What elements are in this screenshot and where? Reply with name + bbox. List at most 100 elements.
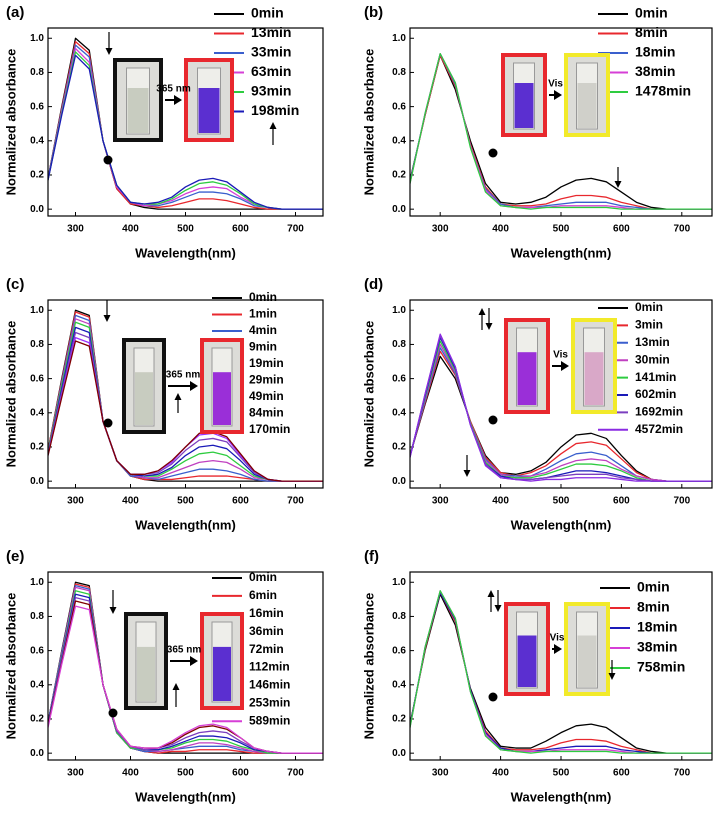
y-axis-label: Normalized absorbance [361,321,376,468]
x-tick-label: 500 [553,224,570,235]
y-tick-label: 0.4 [392,679,406,690]
y-tick-label: 0.6 [30,645,44,656]
legend-label: 4572min [635,422,683,436]
legend-label: 72min [249,642,284,656]
inset-label: 365 nm [156,84,191,95]
y-tick-label: 0.8 [30,611,44,622]
x-tick-label: 600 [613,496,630,507]
legend-label: 49min [249,389,284,403]
x-tick-label: 400 [492,224,509,235]
y-tick-label: 0.8 [30,339,44,350]
legend-label: 0min [249,570,277,584]
plot-frame [409,299,713,489]
legend-label: 63min [251,63,291,79]
y-tick-label: 0.2 [30,714,44,725]
y-tick-label: 0.6 [392,373,406,384]
isosbestic-dot [108,708,118,718]
panel: (c) Normalized absorbance Wavelength(nm) 0.… [3,276,324,532]
inset-label: Vis [553,350,568,361]
legend-label: 170min [249,422,290,436]
legend-label: 141min [635,370,676,384]
isosbestic-dot [488,415,498,425]
legend-label: 13min [251,24,291,40]
y-axis-label: Normalized absorbance [3,49,18,196]
x-tick-label: 400 [122,496,139,507]
cuvette-liquid [517,635,537,687]
inset-label: 365 nm [166,370,201,381]
legend-label: 8min [635,24,668,40]
legend-label: 8min [637,599,670,615]
legend-label: 93min [251,83,291,99]
y-tick-label: 0.6 [30,101,44,112]
series-line [410,333,712,482]
legend-label: 198min [251,102,299,118]
y-tick-label: 0.0 [392,204,406,215]
plot-frame [409,571,713,761]
change-arrow-head [463,470,471,477]
y-tick-label: 0.0 [30,748,44,759]
legend-label: 253min [249,695,290,709]
y-tick-label: 0.2 [30,442,44,453]
inset-arrow-head [561,361,569,371]
panel-label: (e) [6,548,24,565]
y-tick-label: 0.8 [392,339,406,350]
change-arrow-head [269,122,277,129]
inset-arrow-head [190,381,198,391]
x-tick-label: 600 [613,224,630,235]
inset-arrow-head [554,644,562,654]
plot-frame [409,27,713,217]
x-tick-label: 500 [553,768,570,779]
x-tick-label: 500 [177,496,194,507]
y-tick-label: 0.2 [392,442,406,453]
y-tick-label: 0.8 [30,67,44,78]
x-tick-label: 700 [673,224,690,235]
y-tick-label: 1.0 [30,577,44,588]
isosbestic-dot [103,418,113,428]
x-tick-label: 400 [122,768,139,779]
y-tick-label: 0.4 [392,135,406,146]
legend-label: 0min [637,579,670,595]
legend-label: 112min [249,660,290,674]
series-line [410,590,712,754]
legend-label: 602min [635,387,676,401]
legend-label: 0min [249,290,277,304]
x-tick-label: 400 [122,224,139,235]
cuvette-liquid [213,646,231,701]
legend-label: 13min [635,335,670,349]
x-tick-label: 600 [232,496,249,507]
legend-label: 38min [637,639,677,655]
panel-label: (f) [364,548,379,565]
y-tick-label: 0.6 [30,373,44,384]
legend-label: 84min [249,406,284,420]
x-tick-label: 300 [67,224,84,235]
x-tick-label: 500 [177,224,194,235]
x-axis-label: Wavelength(nm) [511,245,612,260]
change-arrow-head [614,181,622,188]
inset-label: Vis [550,633,565,644]
change-arrow-head [478,308,486,315]
x-tick-label: 600 [232,768,249,779]
panel: (a) Normalized absorbance Wavelength(nm) 0.… [3,4,324,260]
y-tick-label: 0.6 [392,101,406,112]
y-axis-label: Normalized absorbance [361,49,376,196]
inset-label: 365 nm [167,645,202,656]
series-line [48,596,323,754]
x-axis-label: Wavelength(nm) [511,789,612,804]
legend-label: 0min [635,300,663,314]
change-arrow-head [172,683,180,690]
change-arrow-head [608,673,616,680]
x-tick-label: 700 [287,496,304,507]
y-tick-label: 0.2 [392,170,406,181]
series-line [48,326,323,482]
x-tick-label: 300 [67,496,84,507]
legend-label: 29min [249,373,284,387]
x-tick-label: 700 [673,496,690,507]
x-axis-label: Wavelength(nm) [135,245,236,260]
change-arrow-head [109,607,117,614]
cuvette-liquid [517,352,537,405]
inset-arrow-head [190,656,198,666]
x-tick-label: 400 [492,768,509,779]
change-arrow-head [174,393,182,400]
legend-label: 9min [249,340,277,354]
